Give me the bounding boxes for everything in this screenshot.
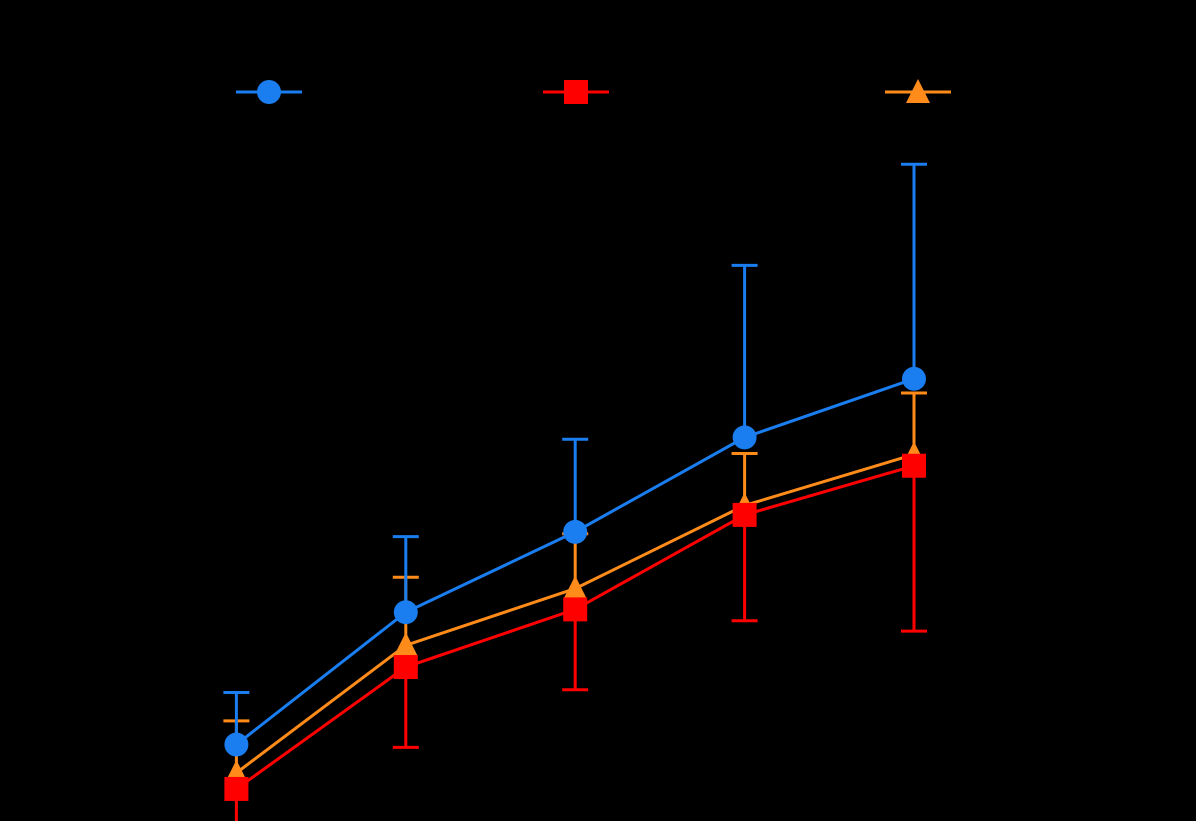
data-point (563, 575, 588, 600)
data-point (224, 776, 249, 801)
legend-item-circle (236, 80, 302, 104)
data-point (393, 600, 418, 625)
data-point (732, 425, 757, 450)
legend-marker (257, 80, 281, 104)
series-square (224, 453, 927, 821)
legend-marker (906, 79, 930, 103)
plot-area (223, 162, 927, 821)
data-point (224, 732, 249, 757)
data-point (563, 597, 588, 622)
legend-item-triangle (885, 79, 951, 103)
data-point (902, 366, 926, 391)
data-point (563, 519, 588, 544)
series-circle (223, 162, 927, 757)
legend-marker (564, 80, 588, 104)
data-point (393, 655, 418, 680)
data-point (902, 453, 926, 478)
legend-item-square (543, 80, 609, 104)
legend (236, 79, 951, 104)
data-point (732, 502, 757, 527)
data-point (393, 632, 418, 657)
